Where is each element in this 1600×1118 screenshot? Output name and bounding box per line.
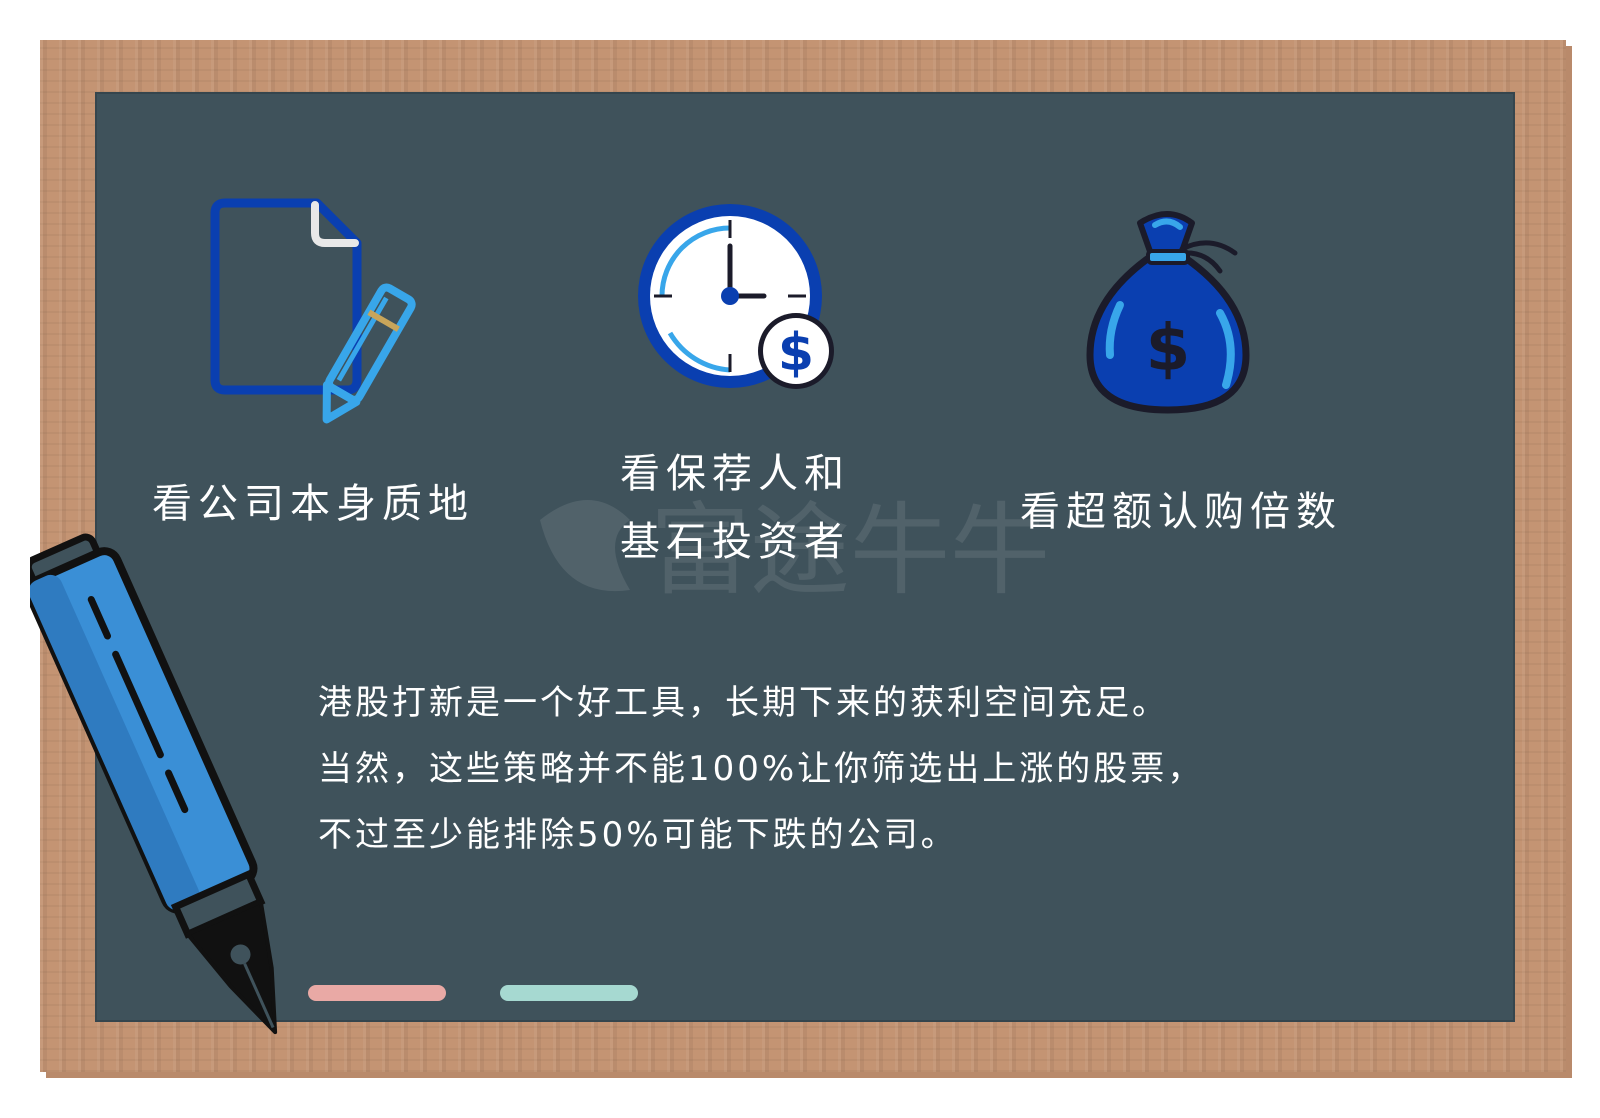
caption-company-quality: 看公司本身质地 bbox=[152, 481, 474, 527]
mint-chalk bbox=[500, 985, 638, 1001]
document-pencil-icon bbox=[210, 198, 416, 424]
caption-oversubscription: 看超额认购倍数 bbox=[1020, 489, 1342, 535]
clock-dollar-icon: $ bbox=[638, 204, 834, 389]
fountain-pen-icon bbox=[30, 533, 278, 1035]
caption-sponsor-investors: 看保荐人和 基石投资者 bbox=[620, 440, 850, 576]
caption-line: 基石投资者 bbox=[620, 519, 850, 565]
watermark-text: 富途牛牛 bbox=[650, 492, 1050, 609]
pink-chalk bbox=[308, 985, 446, 1001]
svg-text:$: $ bbox=[778, 323, 814, 383]
caption-line: 看保荐人和 bbox=[620, 451, 850, 497]
summary-line: 当然，这些策略并不能100%让你筛选出上涨的股票， bbox=[318, 749, 1205, 789]
money-bag-icon: $ bbox=[1086, 211, 1250, 414]
svg-text:$: $ bbox=[1146, 312, 1191, 386]
summary-line: 港股打新是一个好工具，长期下来的获利空间充足。 bbox=[318, 683, 1169, 723]
summary-text: 港股打新是一个好工具，长期下来的获利空间充足。 当然，这些策略并不能100%让你… bbox=[318, 670, 1458, 868]
watermark-logo: 富途牛牛 bbox=[540, 492, 1050, 609]
summary-line: 不过至少能排除50%可能下跌的公司。 bbox=[318, 815, 958, 855]
